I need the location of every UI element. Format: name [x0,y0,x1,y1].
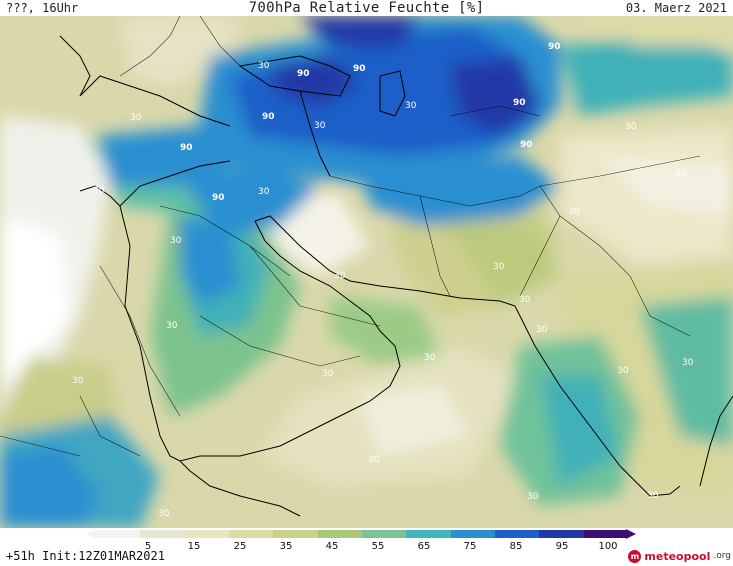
contour-label-30: 30 [527,492,539,502]
legend-tick-label: 65 [417,541,431,552]
contour-label-30: 30 [424,353,436,363]
contour-label-30: 30 [568,207,580,217]
legend-tick-label: 45 [325,541,339,552]
legend-tick-label: 35 [279,541,293,552]
legend-tick-label: 75 [463,541,477,552]
legend-tick-labels: 5 15 25 35 45 55 65 75 85 95 100 [96,541,636,553]
legend-tick-label: 85 [509,541,523,552]
legend-tick-label: 5 [144,541,152,552]
contour-label-30: 30 [519,295,531,305]
legend-color-swatch [539,530,584,538]
legend-tick-label: 100 [598,541,618,552]
contour-label-90: 90 [297,69,310,79]
contour-label-30: 30 [166,321,178,331]
legend-color-swatch [184,530,229,538]
meteopool-logo-icon: m [628,549,642,563]
legend-low-tip [86,529,96,539]
legend-color-swatch [228,530,274,538]
humidity-map: 90 90 90 90 90 90 90 90 30 30 30 30 30 3… [0,16,733,528]
contour-label-30: 30 [405,101,417,111]
contour-label-90: 90 [262,112,275,122]
contour-label-30: 30 [258,187,270,197]
color-legend [86,528,636,540]
contour-label-30: 30 [322,369,334,379]
legend-tick-label: 95 [555,541,569,552]
brand-name: meteopool [644,549,711,563]
legend-color-swatch [494,530,540,538]
contour-label-90: 90 [520,140,533,150]
contour-label-90: 90 [353,64,366,74]
legend-high-arrow [626,529,636,539]
country-borders [0,16,701,457]
contour-label-90: 90 [513,98,526,108]
contour-label-30: 30 [130,113,142,123]
contour-label-30: 30 [536,325,548,335]
legend-color-swatch [450,530,495,538]
contour-label-30: 30 [625,122,637,132]
forecast-date: 03. Maerz 2021 [625,1,727,15]
contour-label-30: 30 [72,376,84,386]
contour-label-90: 90 [180,143,193,153]
contour-label-30: 30 [368,455,380,465]
contour-label-90: 90 [212,193,225,203]
map-header: ???, 16Uhr 700hPa Relative Feuchte [%] 0… [0,0,733,16]
contour-label-30: 30 [647,491,659,501]
brand-tld: .org [713,551,731,561]
legend-color-swatch [406,530,451,538]
contour-labels: 90 90 90 90 90 90 90 90 30 30 30 30 30 3… [72,42,694,519]
legend-color-swatch [583,530,628,538]
contour-label-30: 30 [258,61,270,71]
legend-tick-label: 15 [187,541,201,552]
brand[interactable]: m meteopool .org [628,547,731,565]
contour-label-30: 30 [93,186,105,196]
contour-label-30: 30 [493,262,505,272]
forecast-time: ???, 16Uhr [6,1,79,15]
contour-label-30: 30 [314,121,326,131]
humidity-fields [0,16,733,528]
legend-color-swatch [361,530,407,538]
contour-label-30: 30 [158,509,170,519]
contour-label-30: 30 [675,169,687,179]
map-title: 700hPa Relative Feuchte [%] [248,0,485,16]
contour-label-30: 30 [617,366,629,376]
legend-tick-label: 25 [233,541,247,552]
humidity-map-svg: 90 90 90 90 90 90 90 90 30 30 30 30 30 3… [0,16,733,528]
run-info: +51h Init:12Z01MAR2021 [6,549,165,563]
contour-label-30: 30 [682,358,694,368]
contour-label-90: 90 [548,42,561,52]
contour-label-30: 30 [170,236,182,246]
legend-color-swatch [140,530,185,538]
legend-tick-label: 55 [371,541,385,552]
coastlines [59,35,733,517]
legend-color-swatch [96,530,141,538]
legend-color-swatch [317,530,362,538]
legend-color-swatch [273,530,318,538]
contour-label-30: 30 [334,271,346,281]
legend-color-bar [96,530,628,538]
